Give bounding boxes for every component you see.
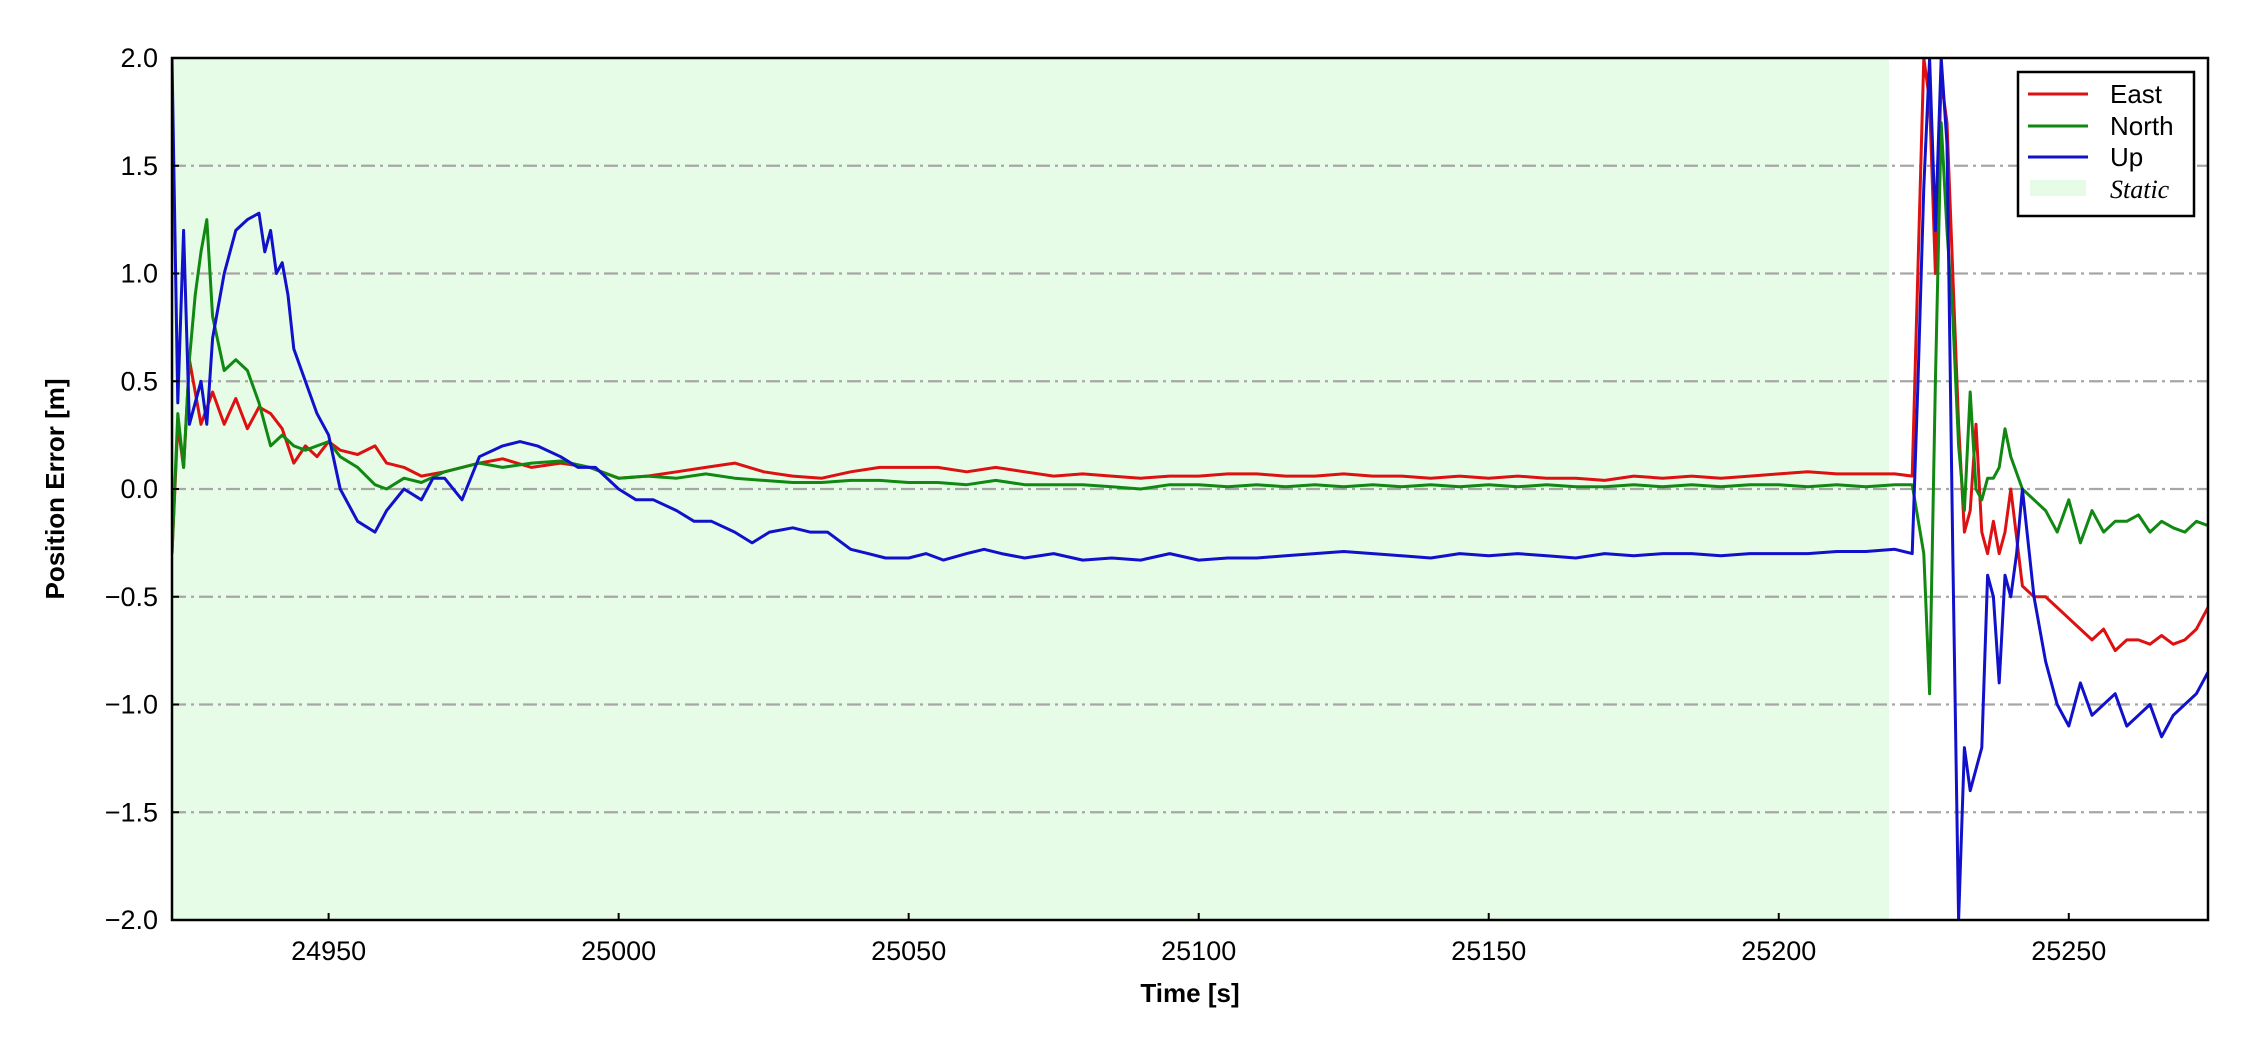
series-line-up [172,58,2208,920]
y-axis-label: Position Error [m] [40,378,70,599]
x-tick-label: 25250 [2031,936,2106,966]
x-tick-label: 25100 [1161,936,1236,966]
plot-area [170,56,2210,922]
y-tick-label: 1.0 [120,259,158,289]
x-tick-label: 25150 [1451,936,1526,966]
legend-label-static: Static [2110,175,2170,204]
grid-lines [172,164,2208,814]
y-tick-label: −1.0 [105,690,158,720]
legend: East North Up Static [2016,70,2196,218]
x-axis-ticks: 24950 25000 25050 25100 25150 25200 25250 [291,913,2106,966]
y-tick-label: 2.0 [120,43,158,73]
x-tick-label: 25000 [581,936,656,966]
y-tick-label: 1.5 [120,151,158,181]
y-axis-ticks: −2.0 −1.5 −1.0 −0.5 0.0 0.5 1.0 1.5 2.0 [105,43,179,935]
x-tick-label: 25050 [871,936,946,966]
x-tick-label: 24950 [291,936,366,966]
x-tick-label: 25200 [1741,936,1816,966]
legend-label-up: Up [2110,142,2143,172]
y-tick-label: −2.0 [105,905,158,935]
series-line-east [172,58,2208,653]
y-tick-label: 0.5 [120,366,158,396]
x-axis-label: Time [s] [1140,978,1239,1008]
series-line-north [172,121,2208,696]
y-tick-label: −0.5 [105,582,158,612]
y-tick-label: 0.0 [120,474,158,504]
series-lines [172,58,2208,920]
legend-label-east: East [2110,79,2163,109]
legend-label-north: North [2110,111,2174,141]
legend-swatch-static [2030,180,2086,196]
y-tick-label: −1.5 [105,797,158,827]
